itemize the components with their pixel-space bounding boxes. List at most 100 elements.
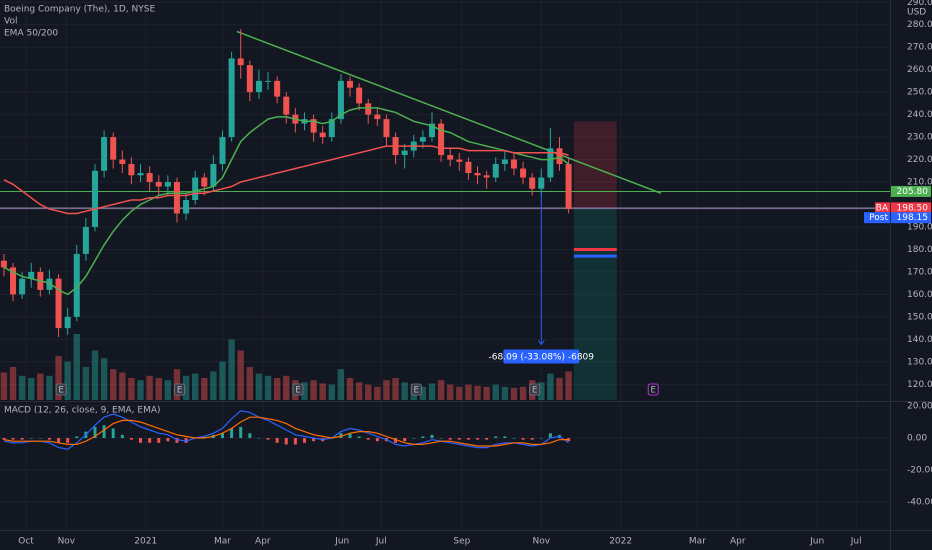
y-tick-label: 240.00 <box>907 110 932 120</box>
candle-body <box>474 173 481 176</box>
candle-body <box>192 177 199 200</box>
candle-body <box>55 278 62 329</box>
volume-bar <box>110 369 117 400</box>
volume-bar <box>374 386 381 400</box>
volume-bar <box>64 361 71 400</box>
macd-line <box>3 416 569 447</box>
histogram-bar <box>466 438 470 440</box>
histogram-bar <box>448 438 452 440</box>
volume-bar <box>91 350 99 400</box>
candle-body <box>265 80 272 82</box>
candle-body <box>128 164 135 176</box>
histogram-bar <box>439 438 443 439</box>
histogram-bar <box>284 438 288 445</box>
volume-bar <box>492 384 499 400</box>
histogram-bar <box>293 438 297 445</box>
price-tag-name: Post <box>869 213 888 223</box>
candle-body <box>64 316 71 329</box>
volume-bar <box>201 378 208 400</box>
candle-body <box>237 58 244 66</box>
volume-bar <box>73 334 80 400</box>
price-tag-name-bg <box>875 202 890 214</box>
earnings-label: E <box>650 386 656 396</box>
earnings-label: E <box>177 386 183 396</box>
candle-body <box>501 159 508 165</box>
candle-body <box>210 164 217 187</box>
position-risk <box>573 121 617 208</box>
volume-bar <box>164 380 172 400</box>
y-tick-label: 210.00 <box>907 178 932 188</box>
x-tick-label: Sep <box>453 537 470 547</box>
volume-bar <box>556 378 563 400</box>
measure-label: -68.09 (-33.08%) -6809 <box>489 352 595 362</box>
y-tick-label: 290.00 <box>907 0 932 8</box>
histogram-bar <box>57 438 61 443</box>
volume-bar <box>419 386 427 400</box>
y-tick-label: 160.00 <box>907 290 932 300</box>
histogram-bar <box>302 438 306 443</box>
ema-line <box>3 107 570 296</box>
candle-body <box>310 119 317 133</box>
x-tick-label: Jul <box>375 537 387 547</box>
histogram-bar <box>248 433 252 439</box>
volume-bar <box>401 382 408 400</box>
volume-bar <box>210 371 217 400</box>
histogram-bar <box>476 438 480 440</box>
candle-body <box>155 182 162 187</box>
histogram-bar <box>485 438 489 440</box>
x-tick-label: Mar <box>214 537 231 547</box>
histogram-bar <box>357 436 361 439</box>
volume-bar <box>456 386 463 400</box>
price-tag-label: 198.15 <box>897 213 929 223</box>
histogram-bar <box>166 438 170 442</box>
candle-body <box>365 103 372 115</box>
candle-body <box>483 175 490 178</box>
volume-bar <box>0 372 8 400</box>
candle-body <box>520 168 527 178</box>
volume-bar <box>310 380 317 400</box>
volume-bar <box>219 361 226 400</box>
earnings-label: E <box>295 386 301 396</box>
volume-bar <box>18 375 26 400</box>
candle-body <box>492 164 499 178</box>
chart-title: Boeing Company (The), 1D, NYSE <box>4 5 155 15</box>
histogram-bar <box>548 433 552 439</box>
volume-bar <box>392 378 399 400</box>
macd-line <box>3 410 569 450</box>
histogram-bar <box>47 438 51 440</box>
earnings-marker <box>174 383 185 396</box>
candle-body <box>447 155 454 160</box>
candle-body <box>255 80 262 93</box>
y-tick-label: 140.00 <box>907 335 932 345</box>
earnings-marker <box>529 383 541 396</box>
earnings-marker <box>410 383 422 396</box>
trendline <box>236 30 662 194</box>
candle-body <box>28 271 35 279</box>
candle-body <box>228 58 235 138</box>
price-tag-label: 198.50 <box>897 203 929 213</box>
candle-body <box>319 132 326 138</box>
histogram-bar <box>348 433 352 439</box>
ema-line <box>3 145 569 215</box>
macd-title: MACD (12, 26, close, 9, EMA, EMA) <box>4 406 161 416</box>
currency-label: USD <box>907 8 926 18</box>
histogram-bar <box>275 438 279 443</box>
volume-bar <box>9 367 17 400</box>
candle-body <box>246 65 253 93</box>
histogram-bar <box>266 438 270 440</box>
volume-bar <box>237 350 244 400</box>
volume-bar <box>255 373 263 400</box>
y-tick-label: 260.00 <box>907 65 932 75</box>
price-tag-name-bg <box>864 212 890 224</box>
histogram-bar <box>102 425 106 439</box>
volume-bar <box>501 386 509 400</box>
candle-body <box>419 137 426 142</box>
position-reward <box>573 207 617 400</box>
histogram-bar <box>457 438 461 440</box>
histogram-bar <box>430 434 434 439</box>
volume-bar <box>447 384 454 400</box>
histogram-bar <box>521 438 525 440</box>
histogram-bar <box>11 438 15 440</box>
y-tick-label: -20.00 <box>907 466 932 476</box>
